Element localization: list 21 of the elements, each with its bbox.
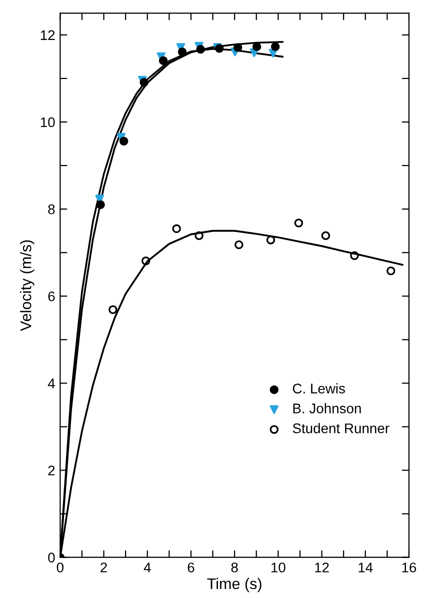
x-tick-label: 16 — [402, 562, 416, 572]
y-tick-label: 12 — [40, 30, 55, 40]
y-tick-label: 10 — [40, 117, 55, 128]
x-tick-label: 12 — [315, 562, 329, 572]
x-tick-label: 4 — [144, 562, 151, 572]
x-tick-label: 6 — [188, 562, 194, 572]
legend-label: C. Lewis — [292, 383, 345, 394]
x-tick-label: 2 — [100, 562, 107, 572]
y-tick-label: 2 — [48, 466, 55, 476]
legend-label: Student Runner — [292, 423, 390, 434]
x-tick-label: 10 — [272, 562, 286, 572]
x-axis-title: Time (s) — [207, 578, 262, 592]
y-tick-label: 8 — [48, 204, 55, 214]
y-tick-label: 0 — [48, 552, 55, 563]
y-tick-label: 6 — [48, 291, 55, 302]
y-axis-title: Velocity (m/s) — [20, 240, 34, 332]
x-tick-label: 14 — [358, 562, 373, 572]
x-tick-label: 0 — [56, 562, 64, 572]
y-tick-label: 4 — [48, 378, 55, 388]
legend-label: B. Johnson — [293, 403, 361, 414]
x-tick-label: 8 — [231, 562, 238, 572]
